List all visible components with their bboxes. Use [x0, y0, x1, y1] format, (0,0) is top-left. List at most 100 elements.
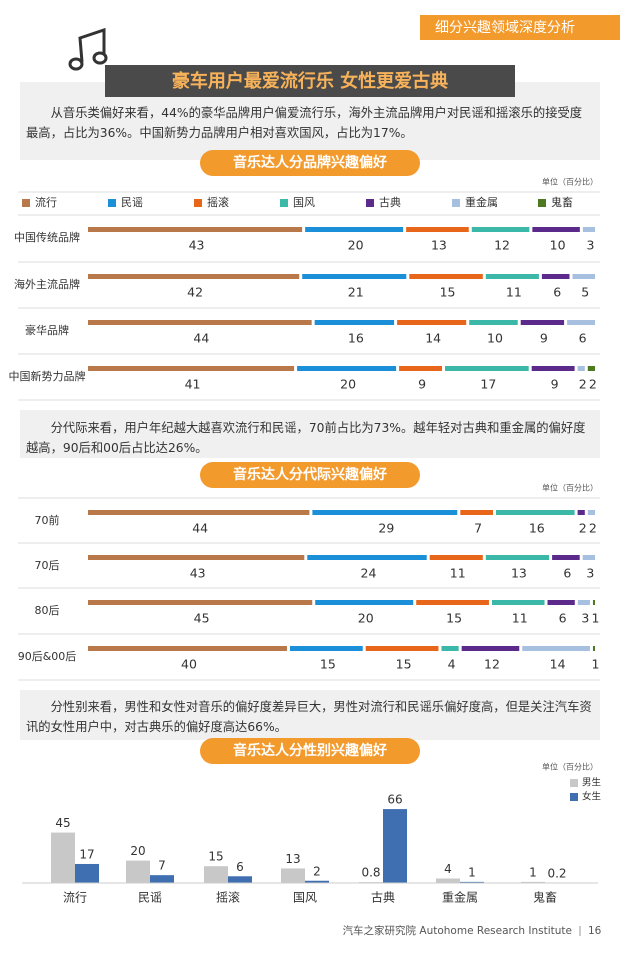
legend-swatch	[570, 779, 578, 787]
segment	[582, 227, 595, 232]
segment-label: 10	[487, 331, 503, 346]
segment	[88, 227, 303, 232]
segment-label: 6	[553, 285, 561, 300]
bar	[436, 878, 460, 883]
legend-label: 流行	[35, 195, 57, 209]
bar	[51, 832, 75, 883]
chart-title-bg	[200, 738, 420, 764]
legend-label: 摇滚	[207, 195, 229, 209]
segment	[460, 510, 493, 515]
segment	[88, 366, 295, 371]
segment-label: 3	[586, 238, 594, 253]
row-label: 豪华品牌	[25, 324, 69, 337]
segment	[314, 320, 395, 325]
segment-label: 4	[448, 657, 456, 672]
segment	[409, 274, 483, 279]
segment-label: 42	[187, 285, 203, 300]
segment	[315, 600, 414, 605]
bar-label: 7	[158, 859, 166, 873]
segment-label: 13	[431, 238, 447, 253]
segment	[485, 274, 539, 279]
segment-label: 1	[591, 657, 599, 672]
row-label: 海外主流品牌	[14, 278, 80, 291]
row-label: 90后&00后	[17, 650, 77, 663]
segment-label: 2	[579, 521, 587, 536]
segment	[461, 646, 520, 651]
unit-label: 单位（百分比）	[542, 483, 598, 493]
bar-label: 6	[236, 860, 244, 874]
segment	[445, 366, 529, 371]
segment-label: 6	[579, 331, 587, 346]
bar-label: 66	[387, 793, 402, 807]
legend-label: 古典	[379, 195, 401, 209]
bar	[126, 860, 150, 883]
segment-label: 20	[340, 377, 356, 392]
segment	[307, 555, 427, 560]
legend-swatch	[366, 199, 374, 207]
segment	[582, 555, 595, 560]
legend-swatch	[570, 793, 578, 801]
segment	[312, 510, 458, 515]
segment-label: 6	[563, 566, 571, 581]
segment	[88, 646, 287, 651]
segment	[88, 510, 310, 515]
segment-label: 3	[586, 566, 594, 581]
segment-label: 5	[581, 285, 589, 300]
segment	[520, 320, 565, 325]
segment	[88, 600, 313, 605]
segment	[485, 555, 550, 560]
segment	[577, 366, 585, 371]
legend-label: 鬼畜	[551, 195, 573, 209]
segment-label: 7	[474, 521, 482, 536]
bar-label: 2	[313, 864, 321, 878]
segment-label: 11	[512, 611, 528, 626]
bar-label: 1	[468, 865, 476, 879]
segment	[469, 320, 518, 325]
segment-label: 20	[348, 238, 364, 253]
bar	[150, 875, 174, 883]
unit-label: 单位（百分比）	[542, 762, 598, 772]
segment	[592, 600, 595, 605]
x-tick-label: 民谣	[138, 891, 162, 905]
section-bg	[20, 690, 600, 740]
segment-label: 16	[348, 331, 364, 346]
segment-label: 14	[425, 331, 441, 346]
segment-label: 2	[579, 377, 587, 392]
tag-bg	[420, 15, 620, 40]
segment	[567, 320, 595, 325]
segment	[552, 555, 580, 560]
segment-label: 44	[192, 521, 208, 536]
segment	[397, 320, 467, 325]
x-tick-label: 古典	[371, 890, 395, 905]
segment-label: 13	[511, 566, 527, 581]
bar	[281, 868, 305, 883]
section-bg	[20, 410, 600, 458]
segment-label: 44	[193, 331, 209, 346]
segment	[587, 510, 595, 515]
bar	[305, 880, 329, 883]
bar-label: 45	[55, 816, 70, 830]
segment	[531, 366, 575, 371]
segment	[547, 600, 575, 605]
segment-label: 9	[418, 377, 426, 392]
segment-label: 1	[591, 611, 599, 626]
bar-label: 4	[444, 862, 452, 876]
bar	[204, 866, 228, 883]
segment-label: 12	[494, 238, 510, 253]
segment	[441, 646, 459, 651]
legend-label: 重金属	[465, 195, 498, 209]
legend-label: 女生	[582, 791, 602, 803]
bar-label: 1	[529, 865, 537, 879]
title-bg	[105, 65, 515, 97]
legend-swatch	[22, 199, 30, 207]
bar-label: 0.2	[547, 866, 566, 880]
row-label: 80后	[34, 604, 60, 617]
segment	[88, 555, 305, 560]
segment	[399, 366, 442, 371]
segment	[496, 510, 575, 515]
segment	[532, 227, 580, 232]
paragraph: 从音乐类偏好来看，44%的豪华品牌用户偏爱流行乐，海外主流品牌用户对民谣和摇滚乐…	[26, 106, 583, 140]
bar-label: 15	[208, 850, 223, 864]
segment-label: 16	[529, 521, 545, 536]
